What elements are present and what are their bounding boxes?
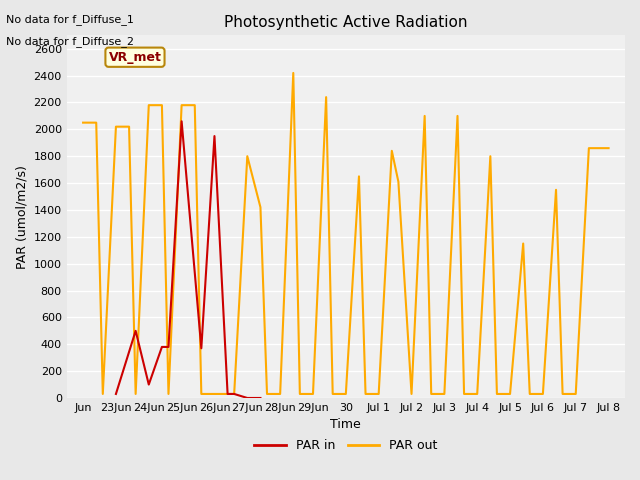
Title: Photosynthetic Active Radiation: Photosynthetic Active Radiation xyxy=(224,15,468,30)
X-axis label: Time: Time xyxy=(330,419,361,432)
Legend: PAR in, PAR out: PAR in, PAR out xyxy=(250,434,442,457)
Text: VR_met: VR_met xyxy=(109,51,161,64)
Text: No data for f_Diffuse_2: No data for f_Diffuse_2 xyxy=(6,36,134,47)
Text: No data for f_Diffuse_1: No data for f_Diffuse_1 xyxy=(6,14,134,25)
Y-axis label: PAR (umol/m2/s): PAR (umol/m2/s) xyxy=(15,165,28,269)
